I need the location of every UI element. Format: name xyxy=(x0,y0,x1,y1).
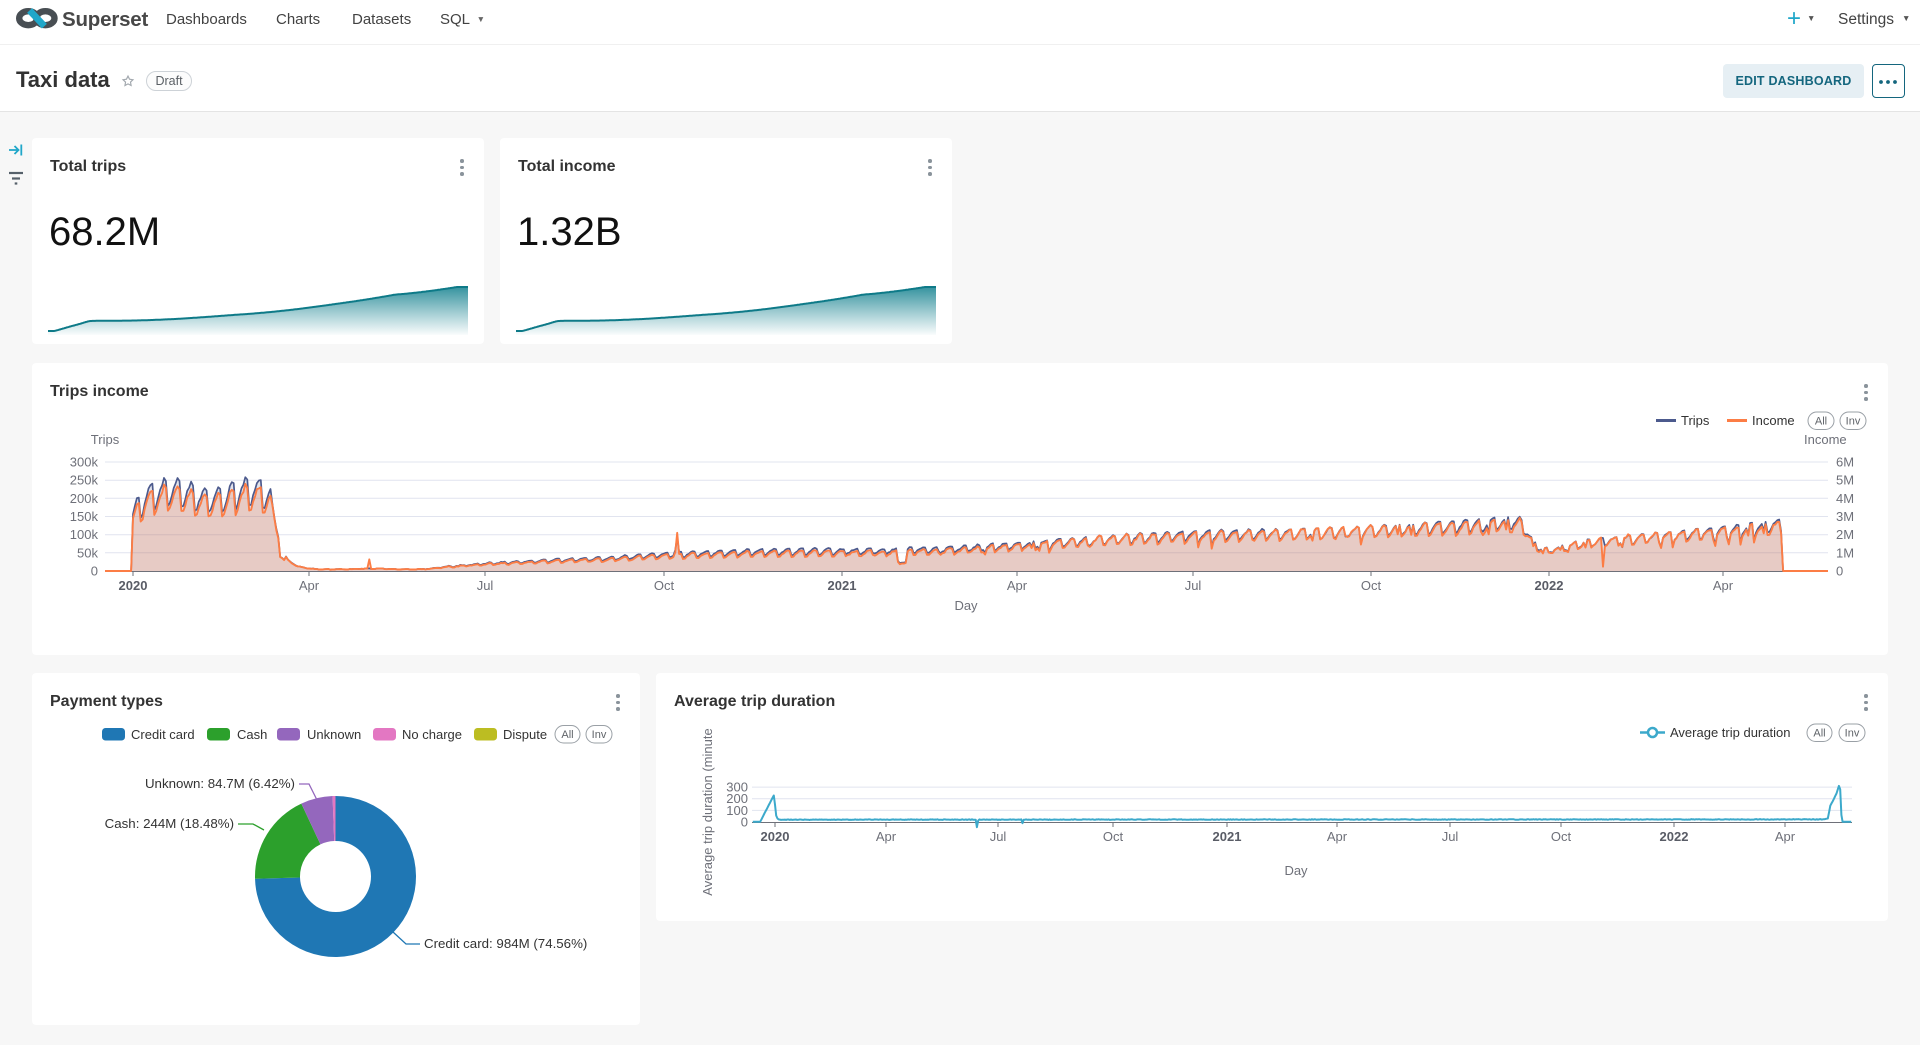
svg-text:100: 100 xyxy=(726,803,748,818)
svg-text:6M: 6M xyxy=(1836,455,1854,470)
svg-text:Apr: Apr xyxy=(1007,578,1028,593)
svg-text:3M: 3M xyxy=(1836,509,1854,524)
svg-text:Unknown: 84.7M (6.42%): Unknown: 84.7M (6.42%) xyxy=(145,776,295,791)
svg-text:Apr: Apr xyxy=(876,829,897,844)
svg-text:Inv: Inv xyxy=(592,729,607,741)
svg-text:Jul: Jul xyxy=(1442,829,1459,844)
svg-text:0: 0 xyxy=(741,815,748,830)
svg-text:5M: 5M xyxy=(1836,473,1854,488)
svg-text:Income: Income xyxy=(1804,432,1847,447)
svg-text:300: 300 xyxy=(726,780,748,795)
svg-text:Credit card: Credit card xyxy=(131,727,195,742)
svg-text:2022: 2022 xyxy=(1660,829,1689,844)
svg-text:Oct: Oct xyxy=(1103,829,1124,844)
svg-text:1M: 1M xyxy=(1836,545,1854,560)
svg-text:2020: 2020 xyxy=(761,829,790,844)
svg-text:100k: 100k xyxy=(70,527,99,542)
svg-text:Jul: Jul xyxy=(990,829,1007,844)
svg-text:2020: 2020 xyxy=(119,578,148,593)
svg-text:No charge: No charge xyxy=(402,727,462,742)
svg-text:Inv: Inv xyxy=(1846,416,1861,428)
svg-text:Average trip duration: Average trip duration xyxy=(1670,725,1790,740)
svg-text:250k: 250k xyxy=(70,473,99,488)
svg-text:2022: 2022 xyxy=(1535,578,1564,593)
svg-text:0: 0 xyxy=(1836,564,1843,579)
svg-text:Jul: Jul xyxy=(1185,578,1202,593)
svg-text:Average trip duration (minute: Average trip duration (minute xyxy=(700,728,715,895)
svg-text:Income: Income xyxy=(1752,413,1795,428)
svg-text:Cash: Cash xyxy=(237,727,267,742)
svg-text:Apr: Apr xyxy=(299,578,320,593)
svg-text:300k: 300k xyxy=(70,455,99,470)
svg-text:Jul: Jul xyxy=(477,578,494,593)
svg-text:200: 200 xyxy=(726,791,748,806)
svg-text:Oct: Oct xyxy=(654,578,675,593)
svg-text:All: All xyxy=(1813,728,1825,740)
svg-text:Apr: Apr xyxy=(1327,829,1348,844)
svg-text:Credit card: 984M (74.56%): Credit card: 984M (74.56%) xyxy=(424,936,587,951)
svg-text:Apr: Apr xyxy=(1775,829,1796,844)
svg-text:All: All xyxy=(1815,416,1827,428)
svg-text:Day: Day xyxy=(1284,863,1308,878)
svg-text:Oct: Oct xyxy=(1361,578,1382,593)
svg-text:Oct: Oct xyxy=(1551,829,1572,844)
svg-text:Apr: Apr xyxy=(1713,578,1734,593)
svg-text:0: 0 xyxy=(91,564,98,579)
svg-text:Inv: Inv xyxy=(1845,728,1860,740)
svg-text:2021: 2021 xyxy=(828,578,857,593)
svg-text:200k: 200k xyxy=(70,491,99,506)
svg-text:50k: 50k xyxy=(77,545,98,560)
svg-text:2M: 2M xyxy=(1836,527,1854,542)
svg-text:2021: 2021 xyxy=(1213,829,1242,844)
svg-text:Cash: 244M (18.48%): Cash: 244M (18.48%) xyxy=(105,816,234,831)
svg-text:Trips: Trips xyxy=(91,432,120,447)
svg-text:Trips: Trips xyxy=(1681,413,1710,428)
svg-text:Day: Day xyxy=(954,598,978,613)
svg-text:4M: 4M xyxy=(1836,491,1854,506)
svg-text:Dispute: Dispute xyxy=(503,727,547,742)
svg-text:All: All xyxy=(561,729,573,741)
svg-text:150k: 150k xyxy=(70,509,99,524)
svg-text:Unknown: Unknown xyxy=(307,727,361,742)
